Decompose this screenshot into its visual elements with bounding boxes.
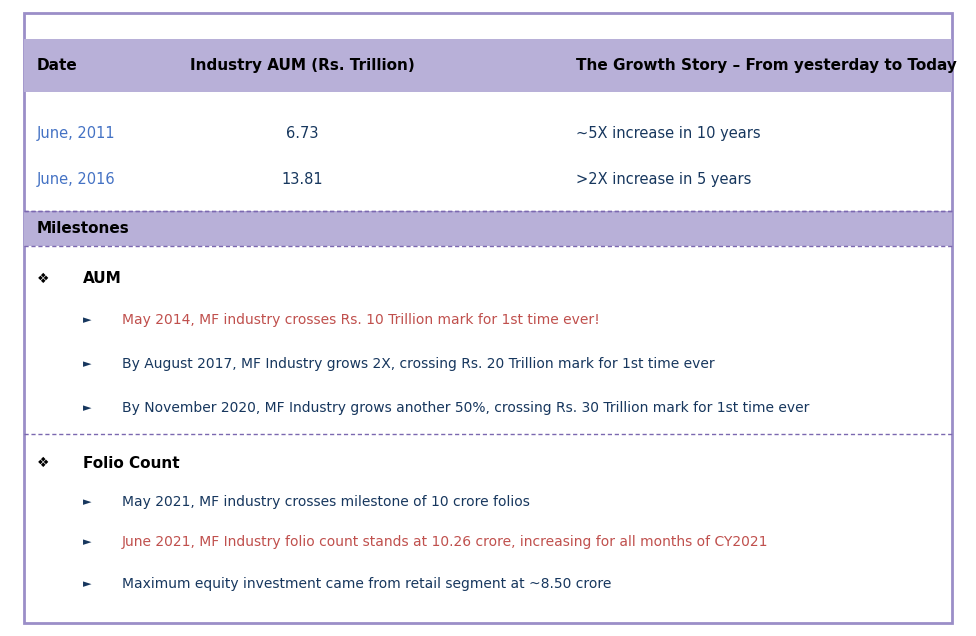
Text: ►: ► bbox=[83, 497, 92, 508]
Text: By November 2020, MF Industry grows another 50%, crossing Rs. 30 Trillion mark f: By November 2020, MF Industry grows anot… bbox=[122, 401, 809, 415]
Text: ❖: ❖ bbox=[37, 272, 50, 286]
Text: By August 2017, MF Industry grows 2X, crossing Rs. 20 Trillion mark for 1st time: By August 2017, MF Industry grows 2X, cr… bbox=[122, 357, 714, 371]
Text: May 2014, MF industry crosses Rs. 10 Trillion mark for 1st time ever!: May 2014, MF industry crosses Rs. 10 Tri… bbox=[122, 313, 599, 327]
Text: June 2021, MF Industry folio count stands at 10.26 crore, increasing for all mon: June 2021, MF Industry folio count stand… bbox=[122, 535, 768, 549]
Bar bbox=[24, 211, 952, 246]
Text: Date: Date bbox=[37, 59, 78, 73]
Text: June, 2016: June, 2016 bbox=[37, 172, 116, 187]
Text: ►: ► bbox=[83, 403, 92, 413]
Text: AUM: AUM bbox=[83, 271, 122, 286]
Text: ►: ► bbox=[83, 579, 92, 589]
Text: ►: ► bbox=[83, 315, 92, 325]
Text: ►: ► bbox=[83, 359, 92, 370]
Text: May 2021, MF industry crosses milestone of 10 crore folios: May 2021, MF industry crosses milestone … bbox=[122, 495, 530, 509]
Text: Industry AUM (Rs. Trillion): Industry AUM (Rs. Trillion) bbox=[190, 59, 415, 73]
Text: The Growth Story – From yesterday to Today: The Growth Story – From yesterday to Tod… bbox=[576, 59, 956, 73]
Text: ~5X increase in 10 years: ~5X increase in 10 years bbox=[576, 126, 760, 141]
Text: June, 2011: June, 2011 bbox=[37, 126, 116, 141]
Text: 6.73: 6.73 bbox=[286, 126, 319, 141]
Bar bbox=[24, 39, 952, 92]
Text: Folio Count: Folio Count bbox=[83, 455, 180, 471]
Text: >2X increase in 5 years: >2X increase in 5 years bbox=[576, 172, 752, 187]
Text: ►: ► bbox=[83, 537, 92, 547]
Text: 13.81: 13.81 bbox=[282, 172, 323, 187]
Text: Milestones: Milestones bbox=[37, 221, 130, 236]
Text: Maximum equity investment came from retail segment at ~8.50 crore: Maximum equity investment came from reta… bbox=[122, 577, 611, 591]
Text: ❖: ❖ bbox=[37, 456, 50, 470]
